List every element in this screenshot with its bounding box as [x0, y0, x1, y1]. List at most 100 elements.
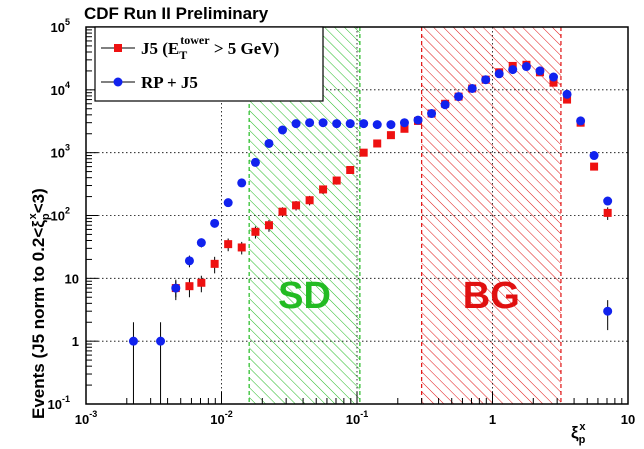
chart-title: CDF Run II Preliminary [84, 4, 269, 23]
axis-ticks [85, 26, 629, 405]
marker-circle [237, 178, 247, 188]
data-point-circle [576, 116, 586, 126]
marker-circle [399, 118, 409, 128]
data-point-square [332, 176, 341, 185]
data-point-square [319, 185, 328, 194]
data-point-square [278, 207, 287, 217]
marker-square [264, 221, 273, 230]
marker-circle [332, 119, 342, 129]
marker-circle [171, 283, 181, 293]
marker-circle [562, 89, 572, 99]
marker-square [563, 95, 572, 104]
data-point-circle [508, 65, 518, 75]
marker-square [603, 208, 612, 217]
data-point-circle [184, 255, 194, 268]
data-point-square [603, 207, 612, 220]
data-point-circle [549, 72, 559, 82]
marker-circle [386, 120, 396, 130]
y-tick-label: 105 [51, 17, 70, 35]
y-tick-label: 10-1 [48, 394, 70, 412]
data-point-circle [372, 120, 382, 130]
marker-circle [196, 238, 206, 248]
marker-circle [508, 65, 518, 75]
data-point-circle [332, 119, 342, 129]
data-point-circle [413, 115, 423, 125]
data-point-square [359, 148, 368, 157]
marker-circle [549, 72, 559, 82]
data-point-circle [603, 300, 613, 331]
data-point-square [264, 219, 273, 232]
data-point-circle [467, 84, 477, 94]
marker-square [251, 227, 260, 236]
marker-circle [345, 119, 355, 129]
data-point-circle [454, 92, 464, 102]
data-point-circle [196, 238, 206, 248]
marker-circle [305, 118, 315, 128]
y-axis-label: Events (J5 norm to 0.2<ξpx<3) [27, 188, 52, 419]
data-point-circle [521, 62, 531, 72]
y-tick-label: 103 [51, 143, 70, 161]
x-tick-label: 10-3 [75, 409, 97, 427]
data-point-square [197, 275, 206, 293]
marker-square [319, 185, 328, 194]
marker-square [549, 78, 558, 87]
marker-square [373, 139, 382, 148]
region-labels: SD BG [278, 275, 520, 317]
marker-square [305, 196, 314, 205]
marker-square [346, 165, 355, 174]
data-point-square [346, 165, 355, 174]
marker-square [400, 124, 409, 133]
legend-label: J5 (ETtower > 5 GeV) [141, 33, 279, 62]
marker-circle [264, 138, 274, 148]
marker-square [210, 259, 219, 268]
marker-circle [467, 84, 477, 94]
y-tick-label: 1 [72, 334, 79, 349]
marker-circle [576, 116, 586, 126]
tick-labels: 10-3 10-2 10-1 1 10 10-1 1 10 102 103 104 105 [48, 17, 636, 427]
data-point-circle [589, 151, 599, 161]
legend-marker-circle [113, 77, 123, 87]
data-points [128, 60, 613, 404]
marker-circle [454, 92, 464, 102]
data-point-circle [305, 118, 315, 128]
marker-square [292, 201, 301, 210]
region-label-bg: BG [463, 275, 520, 317]
marker-square [185, 282, 194, 291]
marker-square [197, 278, 206, 287]
data-point-circle [440, 100, 450, 110]
data-point-circle [535, 66, 545, 76]
data-point-square [251, 226, 260, 239]
data-point-circle [156, 322, 166, 404]
marker-circle [223, 198, 233, 208]
grid-lines [86, 27, 628, 404]
data-point-circle [237, 178, 247, 188]
legend-box [94, 26, 324, 102]
data-point-circle [427, 109, 437, 119]
marker-circle [372, 120, 382, 130]
data-point-circle [250, 157, 260, 167]
data-point-square [224, 238, 233, 252]
data-point-circle [210, 218, 220, 228]
marker-circle [494, 69, 504, 79]
data-point-circle [345, 119, 355, 129]
legend: J5 (ETtower > 5 GeV) RP + J5 [94, 26, 324, 102]
data-point-circle [128, 322, 138, 404]
y-tick-label: 10 [65, 271, 79, 286]
data-point-square [292, 201, 301, 211]
marker-circle [184, 256, 194, 266]
data-point-square [373, 139, 382, 148]
legend-label: RP + J5 [141, 73, 198, 92]
marker-circle [156, 336, 166, 346]
x-tick-label: 10-2 [210, 409, 232, 427]
y-tick-label: 104 [51, 80, 70, 98]
x-tick-label: 1 [489, 412, 496, 427]
data-point-square [185, 278, 194, 298]
marker-circle [440, 100, 450, 110]
x-tick-label: 10 [621, 412, 635, 427]
data-point-circle [171, 279, 181, 301]
data-point-square [305, 195, 314, 206]
data-point-square [400, 124, 409, 133]
data-point-circle [481, 75, 491, 85]
data-point-square [237, 241, 246, 255]
marker-circle [427, 109, 437, 119]
